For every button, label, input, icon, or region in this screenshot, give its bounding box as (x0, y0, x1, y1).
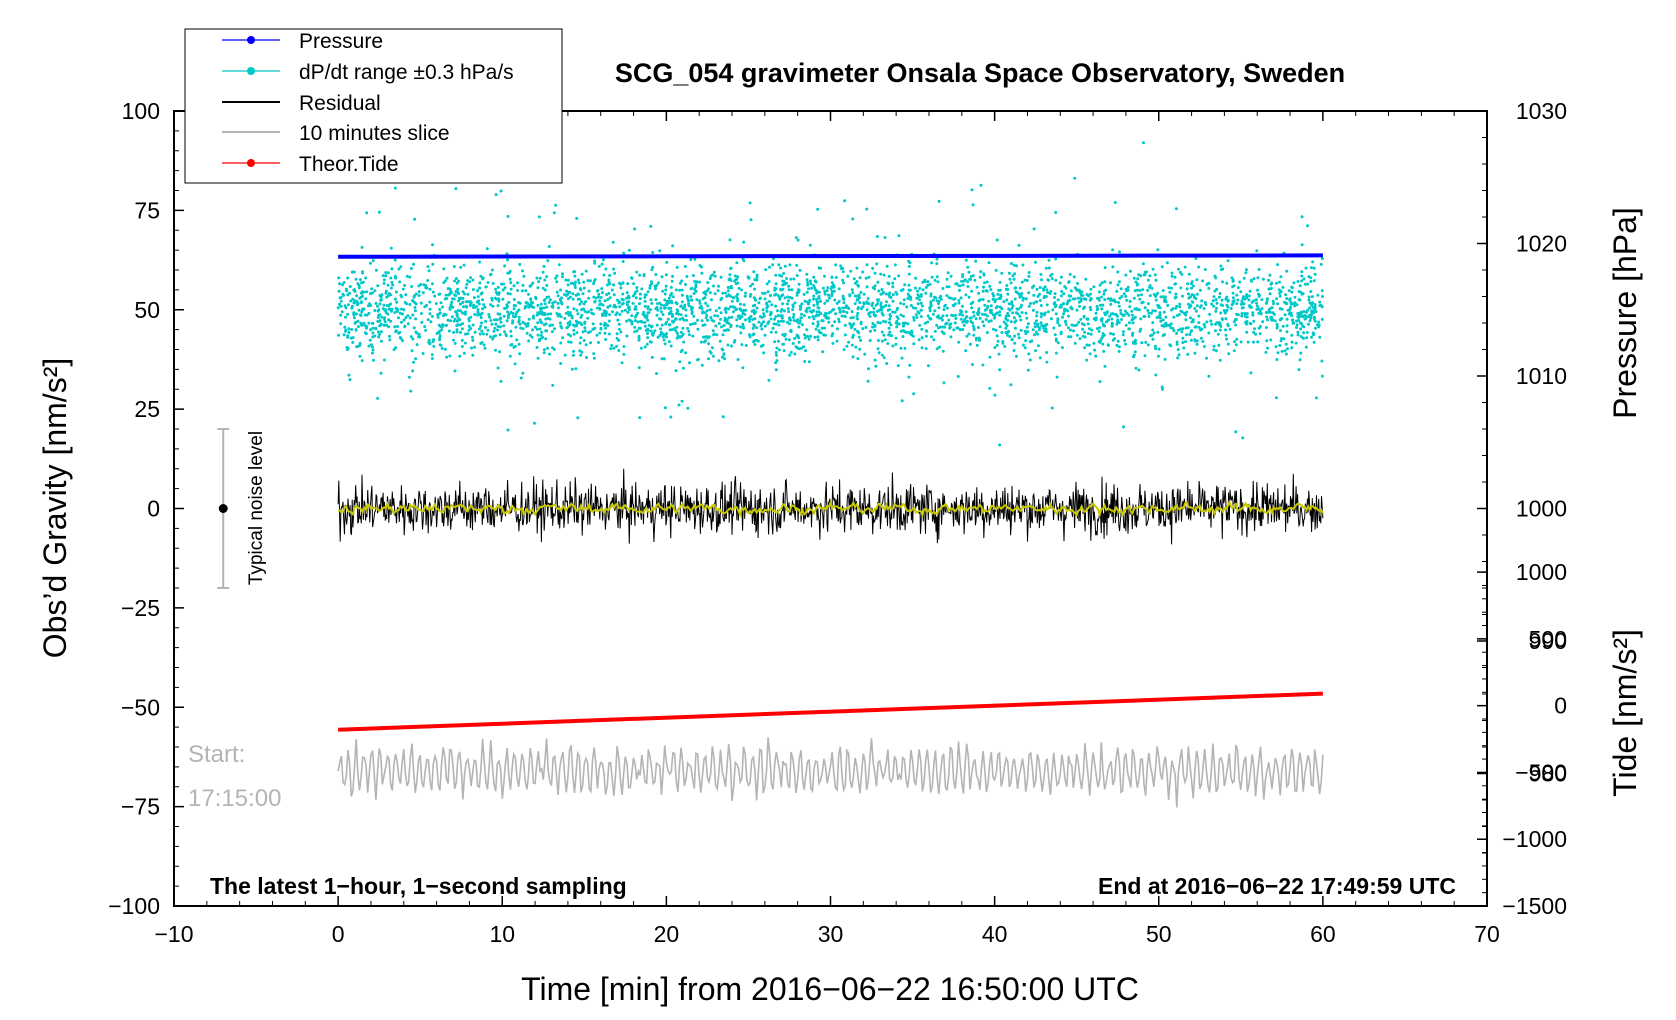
x-tick-label: 30 (818, 921, 844, 947)
x-tick-label: 0 (332, 921, 345, 947)
series-10min-slice (337, 737, 1324, 808)
x-tick-label: −10 (154, 921, 193, 947)
y-left-tick-label: 25 (134, 396, 160, 422)
data-layer (217, 141, 1324, 808)
pressure-tick-label: 1020 (1516, 231, 1567, 257)
tide-tick-label: −1000 (1502, 826, 1567, 852)
tide-tick-label: 500 (1529, 626, 1567, 652)
series-theor-tide (338, 691, 1323, 732)
x-tick-label: 40 (982, 921, 1008, 947)
tide-tick-label: 0 (1554, 693, 1567, 719)
legend-item-residual: Residual (222, 92, 381, 115)
y-left-tick-label: 0 (147, 496, 160, 522)
legend-item-pressure: Pressure (222, 30, 383, 53)
pressure-tick-label: 1030 (1516, 98, 1567, 124)
series-dpdt-points (336, 141, 1324, 447)
series-residual-smoothed (337, 499, 1324, 519)
x-tick-label: 60 (1310, 921, 1336, 947)
legend: Pressure dP/dt range ±0.3 hPa/s Residual… (184, 28, 563, 184)
legend-marker-pressure (247, 36, 255, 44)
chart-title: SCG_054 gravimeter Onsala Space Observat… (615, 58, 1345, 88)
tide-tick-label: −1500 (1502, 893, 1567, 919)
legend-item-dpdt: dP/dt range ±0.3 hPa/s (222, 61, 514, 84)
noise-level-label: Typical noise level (246, 431, 267, 585)
y-left-tick-label: 50 (134, 297, 160, 323)
plot-frame (173, 110, 1488, 907)
y-left-tick-label: −50 (121, 694, 160, 720)
x-tick-label: 70 (1474, 921, 1500, 947)
y-axis-title-tide: Tide [nm/s²] (1607, 629, 1643, 797)
x-axis-title: Time [min] from 2016−06−22 16:50:00 UTC (521, 971, 1139, 1007)
legend-label-residual: Residual (299, 92, 381, 115)
y-left-tick-label: 100 (122, 98, 160, 124)
y-axis-title-pressure: Pressure [hPa] (1607, 207, 1643, 419)
x-tick-label: 50 (1146, 921, 1172, 947)
tide-tick-label: −500 (1515, 759, 1567, 785)
y-left-tick-label: −75 (121, 794, 160, 820)
legend-label-dpdt: dP/dt range ±0.3 hPa/s (299, 61, 514, 84)
pressure-tick-label: 1010 (1516, 363, 1567, 389)
legend-label-pressure: Pressure (299, 30, 383, 53)
pressure-tick-label: 1000 (1516, 496, 1567, 522)
legend-label-tide: Theor.Tide (299, 153, 399, 176)
bottom-right-note: End at 2016−06−22 17:49:59 UTC (1098, 873, 1456, 899)
pressure-tick-label: 990 (1529, 628, 1567, 654)
y-left-tick-label: 75 (134, 197, 160, 223)
legend-item-slice: 10 minutes slice (222, 122, 450, 145)
x-tick-label: 10 (489, 921, 515, 947)
start-time-label: 17:15:00 (188, 785, 281, 812)
legend-item-tide: Theor.Tide (222, 153, 399, 176)
y-axis-title-left: Obs’d Gravity [nm/s²] (37, 358, 73, 659)
noise-level-center-dot (218, 504, 228, 513)
y-left-tick-label: −100 (108, 893, 160, 919)
bottom-left-note: The latest 1−hour, 1−second sampling (210, 873, 627, 899)
start-label: Start: (188, 741, 245, 768)
legend-marker-tide (247, 159, 255, 167)
legend-box (184, 28, 563, 184)
tide-tick-label: 1000 (1516, 559, 1567, 585)
x-tick-label: 20 (654, 921, 680, 947)
series-residual (337, 468, 1324, 545)
label-layer: −10 0 10 20 30 40 50 60 701007550250−25−50−75−10… (108, 98, 1567, 947)
legend-marker-dpdt (247, 67, 255, 75)
pressure-tick-label: 980 (1529, 761, 1567, 787)
legend-label-slice: 10 minutes slice (299, 122, 450, 145)
y-left-tick-label: −25 (121, 595, 160, 621)
series-pressure (338, 253, 1323, 259)
